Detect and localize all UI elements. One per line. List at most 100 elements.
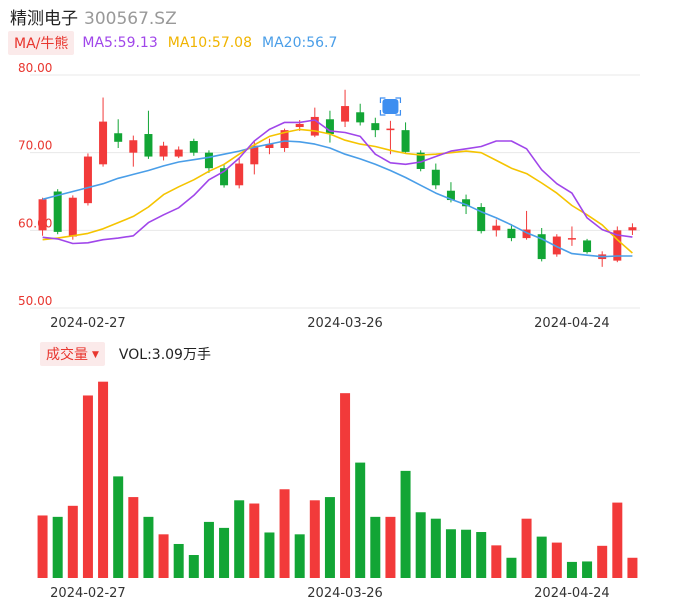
- marker-corners: [379, 97, 402, 116]
- candle-up: [628, 227, 637, 231]
- volume-bar: [279, 489, 290, 578]
- volume-bar: [597, 545, 608, 578]
- candle-up: [99, 121, 108, 165]
- volume-bar: [67, 505, 78, 578]
- candle-down: [401, 130, 410, 152]
- volume-legend: 成交量 ▼ VOL:3.09万手: [40, 342, 211, 366]
- candle-down: [204, 152, 213, 169]
- candle-up: [250, 145, 259, 165]
- x-tick-label: 2024-02-27: [50, 586, 126, 601]
- volume-bar: [249, 503, 260, 578]
- volume-bar: [324, 497, 335, 578]
- volume-bar: [82, 395, 93, 578]
- candle-down: [144, 134, 153, 157]
- candle-up: [310, 116, 319, 136]
- candle-up: [522, 229, 531, 239]
- volume-bar: [461, 529, 472, 578]
- volume-bar: [52, 516, 63, 578]
- price-grid: [30, 74, 640, 309]
- stock-code: 300567.SZ: [84, 9, 177, 29]
- candle-down: [416, 152, 425, 169]
- stock-title: 精测电子 300567.SZ: [10, 4, 177, 29]
- candle-down: [325, 119, 334, 135]
- candle-down: [477, 207, 486, 232]
- volume-selector-button[interactable]: 成交量 ▼: [40, 342, 105, 366]
- candle-up: [295, 123, 304, 128]
- caret-down-icon: ▼: [92, 350, 99, 360]
- volume-bar: [491, 545, 502, 578]
- volume-bar: [234, 500, 245, 578]
- volume-bar: [158, 534, 169, 578]
- y-tick-label: 80.00: [18, 61, 52, 75]
- ma10-value: MA10:57.08: [167, 35, 253, 51]
- ma20-value: MA20:56.7: [262, 35, 338, 51]
- volume-bar: [521, 518, 532, 578]
- volume-bar: [400, 470, 411, 578]
- candle-down: [446, 190, 455, 201]
- candle-up: [567, 238, 576, 240]
- chart-marker: [379, 97, 402, 116]
- volume-bar: [294, 534, 305, 578]
- candle-up: [280, 130, 289, 149]
- candle-down: [189, 141, 198, 153]
- marker-icon: [382, 99, 399, 114]
- candle-up: [174, 149, 183, 157]
- volume-bar: [143, 516, 154, 578]
- candle-up: [265, 144, 274, 149]
- volume-bar-series: [37, 381, 638, 578]
- candle-down: [356, 112, 365, 123]
- volume-selector-label: 成交量: [46, 347, 88, 363]
- candle-up: [83, 156, 92, 204]
- volume-bar: [415, 512, 426, 578]
- volume-bar: [113, 476, 124, 578]
- candle-up: [341, 106, 350, 122]
- candle-down: [507, 228, 516, 239]
- volume-bar: [355, 462, 366, 578]
- volume-bar: [128, 497, 139, 578]
- candle-down: [537, 234, 546, 260]
- candle-up: [613, 230, 622, 261]
- x-tick-label: 2024-04-24: [534, 316, 610, 331]
- volume-date-axis: 2024-02-27 2024-03-26 2024-04-24: [50, 586, 610, 601]
- ma-legend: MA/牛熊 MA5:59.13 MA10:57.08 MA20:56.7: [8, 31, 337, 55]
- candle-up: [38, 199, 47, 231]
- volume-bar: [98, 381, 109, 578]
- x-tick-label: 2024-04-24: [534, 586, 610, 601]
- moving-average-lines: [42, 119, 633, 258]
- stock-name: 精测电子: [10, 9, 78, 29]
- volume-bar: [385, 516, 396, 578]
- price-date-axis: 2024-02-27 2024-03-26 2024-04-24: [50, 316, 610, 331]
- candlestick-series: [38, 89, 637, 267]
- volume-bar: [627, 557, 638, 578]
- volume-bar: [536, 536, 547, 578]
- candle-up: [552, 236, 561, 255]
- candle-down: [583, 240, 592, 253]
- candle-up: [235, 163, 244, 186]
- x-tick-label: 2024-03-26: [307, 316, 383, 331]
- candle-up: [386, 128, 395, 131]
- volume-bar: [188, 555, 199, 578]
- candle-down: [462, 199, 471, 207]
- volume-bar: [219, 527, 230, 578]
- price-axis-labels: 80.00 70.00 60.00 50.00: [18, 61, 52, 308]
- volume-bar: [476, 532, 487, 578]
- volume-bar: [370, 516, 381, 578]
- candle-up: [492, 225, 501, 231]
- volume-bar: [37, 515, 48, 578]
- volume-bar: [506, 557, 517, 578]
- candle-up: [159, 145, 168, 157]
- volume-value: VOL:3.09万手: [118, 347, 211, 363]
- ma10-line: [42, 128, 633, 254]
- y-tick-label: 50.00: [18, 294, 52, 308]
- ma20-line: [42, 140, 633, 258]
- y-tick-label: 70.00: [18, 139, 52, 153]
- x-tick-label: 2024-02-27: [50, 316, 126, 331]
- volume-bar: [309, 500, 320, 578]
- volume-bar: [551, 542, 562, 578]
- candle-down: [114, 133, 123, 142]
- candle-up: [129, 140, 138, 153]
- volume-bar: [566, 561, 577, 578]
- volume-bar: [582, 561, 593, 578]
- ma-selector-button[interactable]: MA/牛熊: [8, 31, 75, 55]
- volume-bar: [340, 393, 351, 578]
